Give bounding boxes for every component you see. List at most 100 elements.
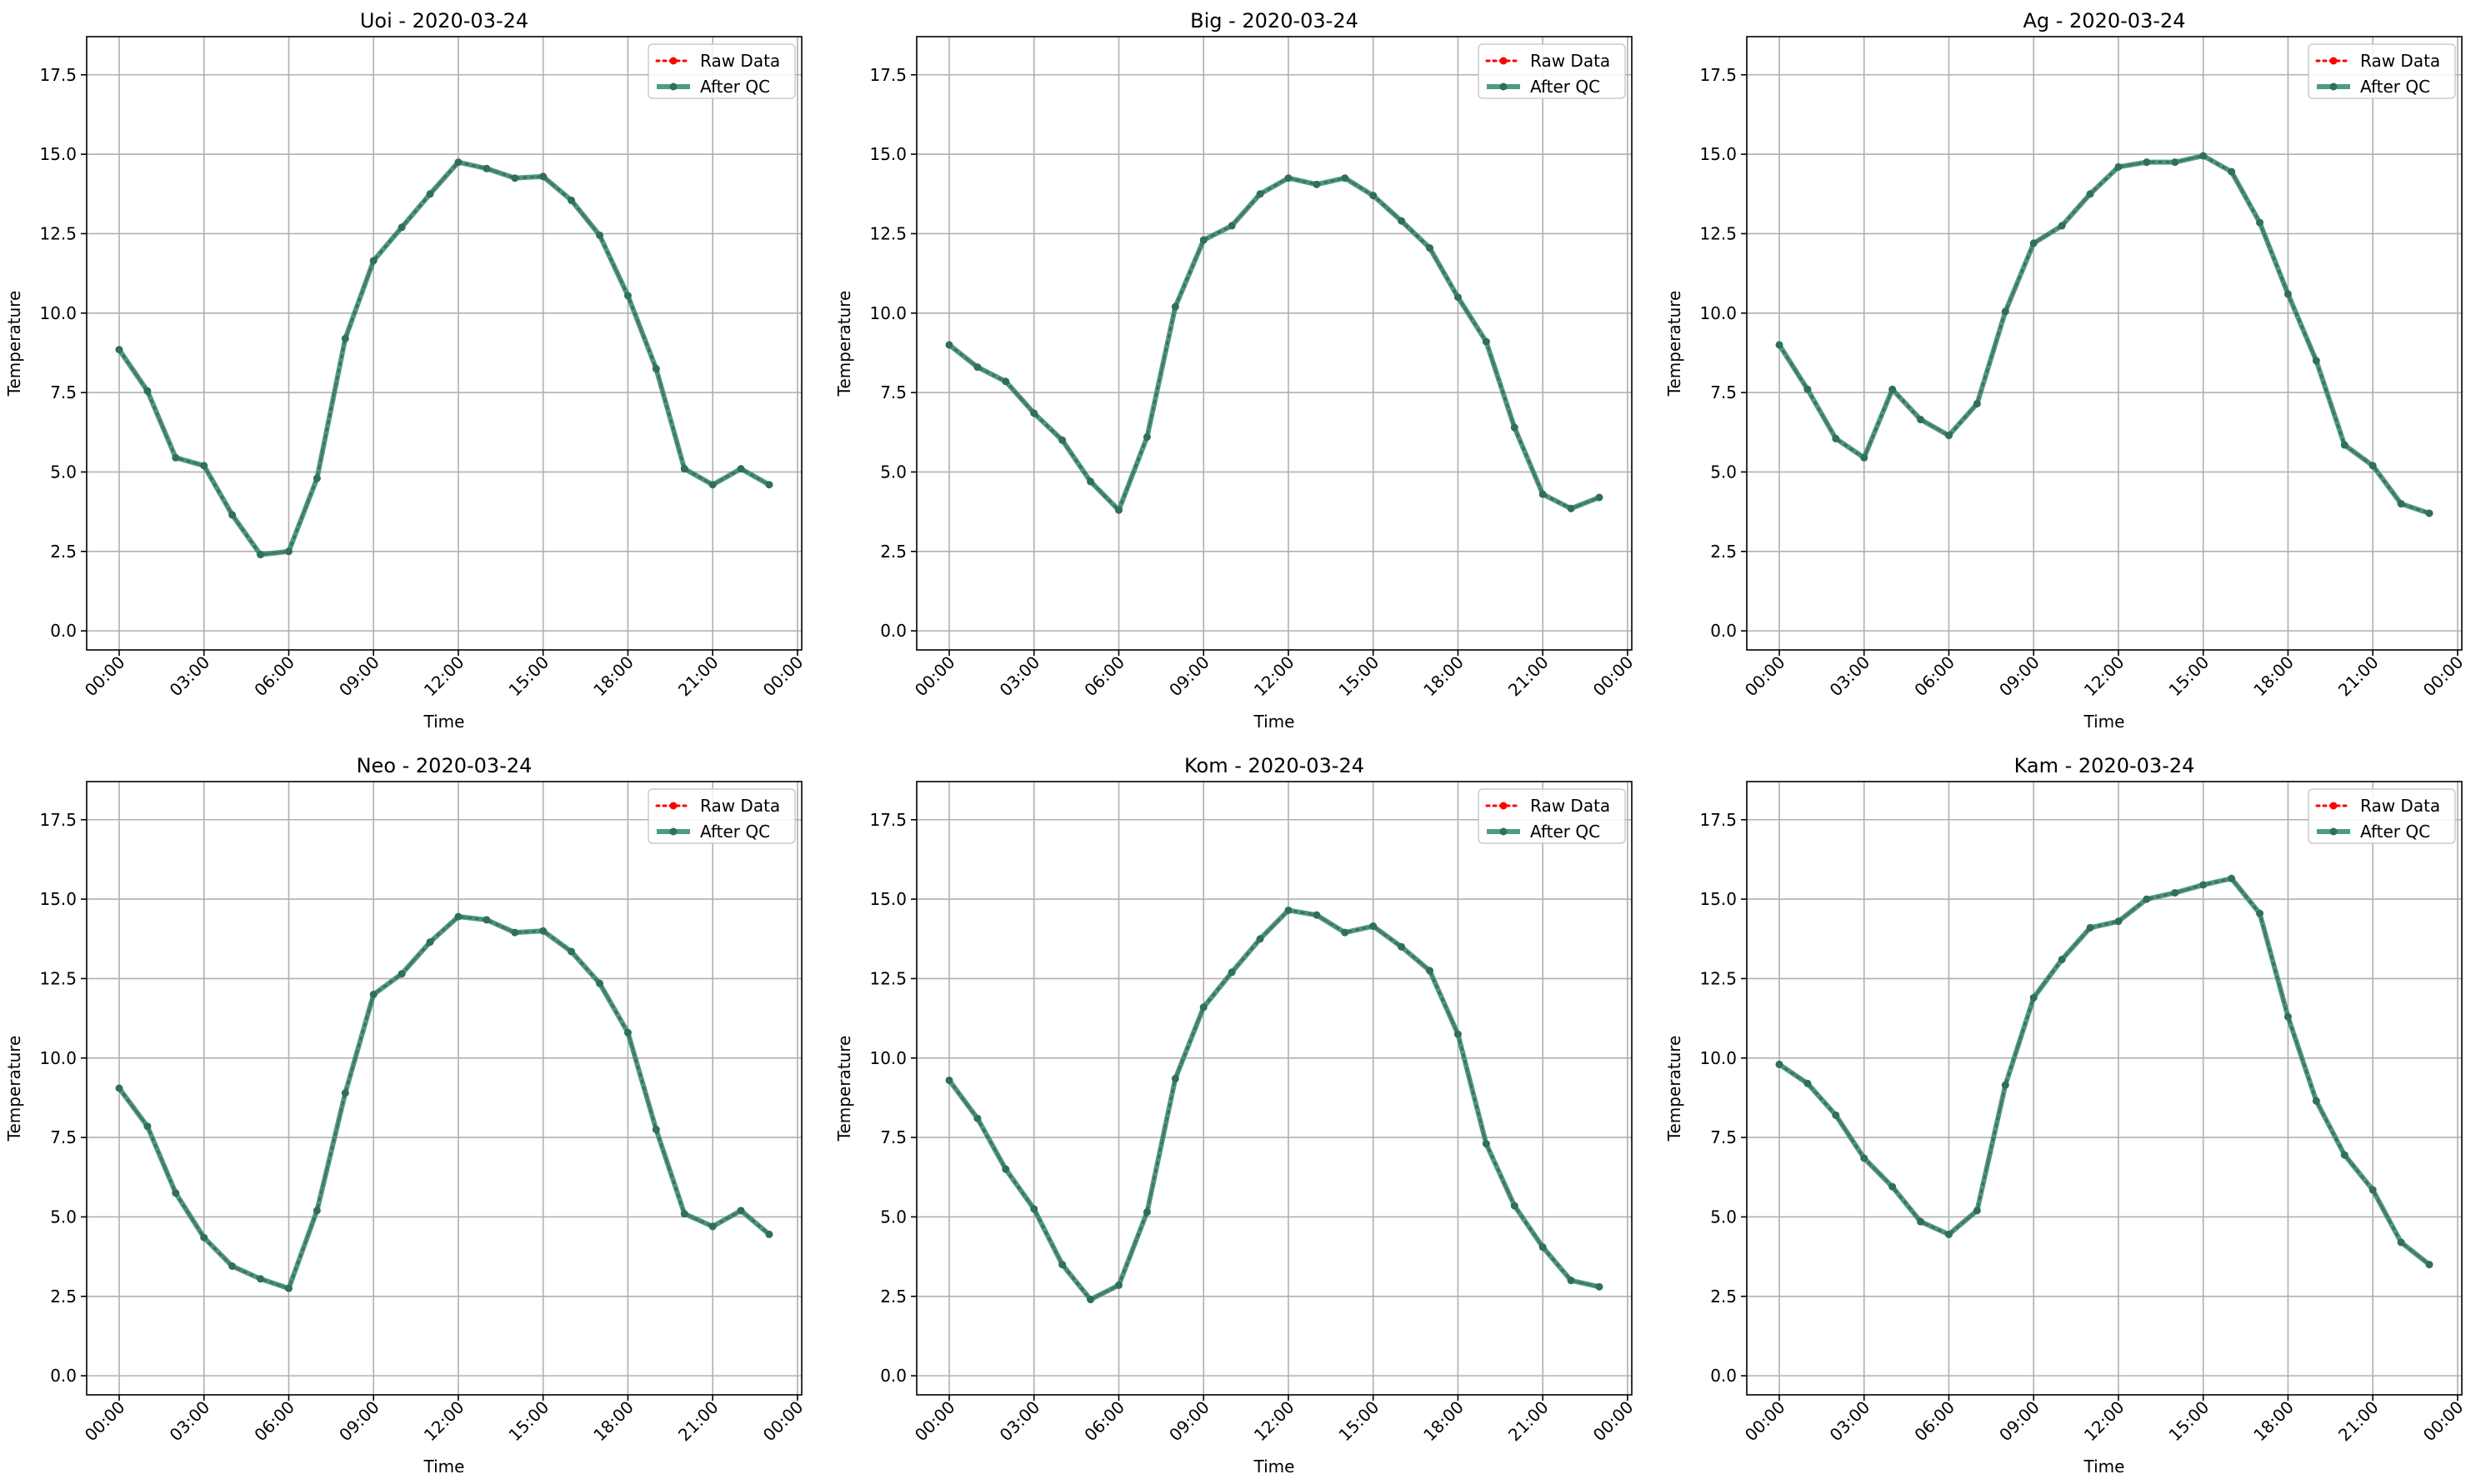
after-qc-point <box>1228 968 1236 977</box>
after-qc-point <box>1058 436 1067 444</box>
x-tick-label: 09:00 <box>1995 1397 2043 1446</box>
x-tick-label: 03:00 <box>996 1397 1044 1446</box>
series-after-qc <box>1775 152 2433 517</box>
chart-title: Kam - 2020-03-24 <box>2014 754 2195 777</box>
y-tick-label: 2.5 <box>50 1287 77 1307</box>
after-qc-point <box>708 1222 717 1231</box>
x-tick-label: 12:00 <box>1250 1397 1298 1446</box>
after-qc-point <box>2228 167 2236 176</box>
y-tick-label: 12.5 <box>39 968 77 988</box>
legend-qc-label: After QC <box>1530 822 1600 842</box>
x-tick-label: 00:00 <box>911 652 959 701</box>
x-tick-label: 00:00 <box>2419 1397 2468 1446</box>
legend-qc-marker <box>669 827 678 836</box>
x-tick-label: 00:00 <box>759 1397 808 1446</box>
after-qc-point <box>1341 174 1349 182</box>
grid-lines <box>87 37 802 650</box>
x-tick-label: 09:00 <box>1995 652 2043 701</box>
after-qc-overlay <box>1778 877 2430 1266</box>
after-qc-point <box>398 223 406 232</box>
after-qc-point <box>313 474 321 482</box>
x-axis-label: Time <box>423 1457 465 1477</box>
after-qc-point <box>2086 923 2094 932</box>
y-tick-label: 2.5 <box>1710 542 1737 562</box>
after-qc-point <box>2001 1081 2009 1089</box>
after-qc-point <box>228 511 237 519</box>
after-qc-point <box>1775 1060 1783 1068</box>
series-after-qc <box>945 174 1603 514</box>
x-tick-label: 09:00 <box>335 652 383 701</box>
x-axis-label: Time <box>423 712 465 732</box>
after-qc-point <box>115 1084 123 1092</box>
x-tick-label: 00:00 <box>1589 652 1638 701</box>
after-qc-point <box>652 365 660 373</box>
y-axis-label: Temperature <box>834 1036 854 1142</box>
y-tick-label: 7.5 <box>880 1127 907 1147</box>
after-qc-point <box>2114 162 2123 171</box>
y-tick-label: 7.5 <box>50 1127 77 1147</box>
legend: Raw Data After QC <box>1478 788 1626 844</box>
after-qc-line <box>117 914 771 1292</box>
after-qc-point <box>1482 1140 1490 1148</box>
after-qc-point <box>1030 409 1038 417</box>
after-qc-point <box>2199 152 2208 160</box>
after-qc-point <box>1888 1182 1897 1191</box>
axes-frame <box>916 36 1633 651</box>
chart-title: Neo - 2020-03-24 <box>357 754 533 777</box>
y-tick-label: 2.5 <box>1710 1287 1737 1307</box>
after-qc-point <box>1917 1217 1925 1226</box>
after-qc-line <box>1778 876 2431 1267</box>
chart-panel-5: 00:00 03:00 06:00 09:00 12:00 15:00 18:00 21:00… <box>834 754 1637 1477</box>
after-qc-point <box>143 1122 152 1131</box>
legend-qc-marker <box>2329 827 2338 836</box>
after-qc-point <box>1510 1202 1518 1210</box>
y-tick-label: 12.5 <box>39 223 77 243</box>
after-qc-point <box>1832 1111 1840 1119</box>
axes-frame <box>916 781 1633 1396</box>
after-qc-point <box>369 991 378 999</box>
x-axis-label: Time <box>1253 712 1295 732</box>
x-tick-label: 00:00 <box>81 652 129 701</box>
y-tick-label: 5.0 <box>880 462 907 482</box>
after-qc-point <box>2256 218 2264 227</box>
series-raw-data <box>946 907 1603 1303</box>
legend-qc-label: After QC <box>700 822 770 842</box>
after-qc-point <box>1199 1003 1208 1012</box>
y-tick-label: 0.0 <box>880 1366 907 1386</box>
x-tick-label: 18:00 <box>589 652 638 701</box>
y-tick-label: 17.5 <box>39 810 77 830</box>
x-tick-label: 15:00 <box>1335 1397 1383 1446</box>
after-qc-point <box>2425 509 2433 517</box>
x-tick-label: 06:00 <box>250 652 298 701</box>
series-after-qc <box>945 906 1603 1304</box>
after-qc-overlay <box>948 177 1600 512</box>
after-qc-point <box>1888 385 1897 393</box>
y-tick-label: 17.5 <box>1699 65 1737 85</box>
after-qc-point <box>539 927 548 935</box>
y-tick-label: 17.5 <box>869 65 907 85</box>
after-qc-point <box>2283 290 2292 298</box>
series-after-qc <box>115 912 773 1292</box>
x-tick-label: 03:00 <box>996 652 1044 701</box>
legend-qc-marker <box>1499 827 1508 836</box>
after-qc-point <box>765 1230 773 1238</box>
legend-raw-marker <box>2329 802 2338 810</box>
after-qc-point <box>596 231 604 239</box>
legend-qc-label: After QC <box>2360 77 2430 97</box>
after-qc-point <box>945 1076 953 1084</box>
after-qc-point <box>454 912 463 921</box>
after-qc-point <box>2058 956 2066 964</box>
legend-qc-marker <box>2329 82 2338 91</box>
series-raw-data <box>1776 875 2433 1268</box>
y-tick-label: 10.0 <box>869 1048 907 1068</box>
x-tick-label: 15:00 <box>1335 652 1383 701</box>
x-tick-label: 00:00 <box>911 1397 959 1446</box>
x-tick-label: 21:00 <box>2334 1397 2383 1446</box>
raw-data-line <box>118 160 771 557</box>
after-qc-point <box>1087 1296 1095 1304</box>
after-qc-point <box>1453 293 1462 302</box>
x-tick-label: 03:00 <box>166 652 214 701</box>
after-qc-overlay <box>948 909 1600 1301</box>
after-qc-point <box>1171 1075 1179 1083</box>
after-qc-point <box>1398 942 1406 951</box>
